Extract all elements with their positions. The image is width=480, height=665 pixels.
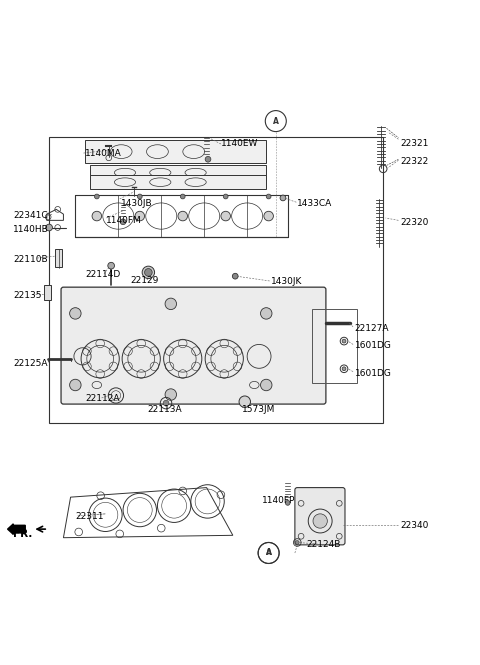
Circle shape — [264, 211, 274, 221]
Circle shape — [95, 194, 99, 199]
Bar — [55, 249, 62, 267]
Circle shape — [178, 211, 188, 221]
Text: 1140FP: 1140FP — [262, 496, 295, 505]
FancyArrow shape — [8, 524, 25, 535]
Text: 22340: 22340 — [400, 521, 428, 530]
Text: 22110B: 22110B — [13, 255, 48, 264]
Circle shape — [205, 156, 211, 162]
Circle shape — [266, 194, 271, 199]
Text: 1601DG: 1601DG — [355, 341, 391, 350]
Circle shape — [239, 396, 251, 408]
Circle shape — [108, 263, 115, 269]
Text: 22129: 22129 — [130, 277, 158, 285]
Text: 22124B: 22124B — [307, 541, 341, 549]
Bar — [85, 140, 266, 163]
Text: 1430JK: 1430JK — [271, 277, 302, 287]
Circle shape — [163, 400, 169, 406]
Text: 1140MA: 1140MA — [85, 149, 121, 158]
Text: 1430JB: 1430JB — [120, 199, 152, 208]
Text: 22322: 22322 — [400, 157, 428, 166]
Bar — [90, 175, 266, 190]
FancyBboxPatch shape — [61, 287, 326, 404]
Text: 1140HB: 1140HB — [13, 225, 49, 234]
Circle shape — [144, 269, 152, 276]
FancyBboxPatch shape — [295, 487, 345, 545]
Text: A: A — [266, 549, 272, 557]
Circle shape — [342, 339, 346, 343]
Circle shape — [280, 195, 286, 201]
Circle shape — [135, 211, 144, 221]
Circle shape — [261, 308, 272, 319]
Text: 1601DG: 1601DG — [355, 368, 391, 378]
Circle shape — [295, 541, 299, 545]
Text: 22320: 22320 — [400, 218, 428, 227]
Circle shape — [70, 308, 81, 319]
Circle shape — [180, 194, 185, 199]
Text: 22311: 22311 — [75, 512, 104, 521]
Circle shape — [313, 514, 327, 528]
Text: 1433CA: 1433CA — [297, 199, 333, 208]
Text: 22125A: 22125A — [13, 359, 48, 368]
Circle shape — [232, 273, 238, 279]
Circle shape — [46, 224, 52, 231]
Text: 22114D: 22114D — [85, 270, 120, 279]
Text: FR.: FR. — [13, 529, 33, 539]
Bar — [312, 309, 357, 382]
Circle shape — [285, 501, 290, 505]
Circle shape — [70, 379, 81, 391]
Text: A: A — [273, 116, 279, 126]
Bar — [49, 137, 383, 423]
Text: 22321: 22321 — [400, 140, 428, 148]
Text: 1140EW: 1140EW — [221, 140, 258, 148]
Circle shape — [221, 211, 230, 221]
Circle shape — [223, 194, 228, 199]
Text: 1140FM: 1140FM — [107, 216, 142, 225]
Text: 22135: 22135 — [13, 291, 42, 300]
Bar — [90, 166, 266, 180]
Circle shape — [342, 367, 346, 370]
Text: A: A — [266, 549, 272, 557]
Text: 22341C: 22341C — [13, 211, 48, 220]
Circle shape — [120, 219, 126, 225]
Circle shape — [165, 298, 177, 310]
Circle shape — [165, 389, 177, 400]
Circle shape — [137, 194, 142, 199]
Circle shape — [92, 211, 102, 221]
Circle shape — [261, 379, 272, 391]
Bar — [44, 285, 51, 300]
Text: 22113A: 22113A — [147, 405, 181, 414]
Text: 22112A: 22112A — [85, 394, 120, 403]
Circle shape — [142, 266, 155, 279]
Text: 1573JM: 1573JM — [242, 405, 276, 414]
Text: 22127A: 22127A — [355, 324, 389, 333]
